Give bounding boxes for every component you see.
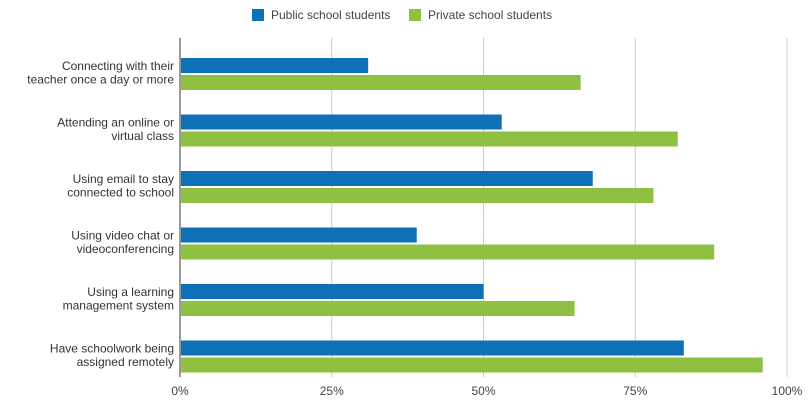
bar-public <box>181 114 502 130</box>
x-tick-label: 100% <box>772 384 803 398</box>
bar-private <box>181 131 678 147</box>
legend-swatch <box>409 9 421 21</box>
bar-public <box>181 340 684 356</box>
x-tick-label: 25% <box>320 384 344 398</box>
x-tick-label: 75% <box>623 384 647 398</box>
bars <box>181 58 763 373</box>
category-label: Connecting with their teacher once a day … <box>27 59 174 87</box>
category-labels: Connecting with their teacher once a day … <box>27 59 174 369</box>
bar-public <box>181 227 417 243</box>
x-tick-label: 50% <box>471 384 495 398</box>
category-label: Attending an online or virtual class <box>57 115 174 143</box>
category-label: Using a learning management system <box>63 285 174 313</box>
bar-private <box>181 244 715 260</box>
category-label: Have schoolwork being assigned remotely <box>50 341 174 369</box>
legend-label: Public school students <box>271 8 390 22</box>
category-label: Using video chat or videoconferencing <box>71 228 174 256</box>
legend: Public school students Private school stu… <box>252 8 552 22</box>
legend-swatch <box>252 9 264 21</box>
x-tick-labels: 0% 25% 50% 75% 100% <box>171 384 802 398</box>
bar-private <box>181 301 575 316</box>
legend-label: Private school students <box>428 8 552 22</box>
bar-private <box>181 188 654 203</box>
bar-public <box>181 284 484 299</box>
bar-private <box>181 75 581 90</box>
bar-public <box>181 171 593 186</box>
gridlines <box>179 38 788 377</box>
x-tick-label: 0% <box>171 384 189 398</box>
bar-private <box>181 357 763 373</box>
bar-public <box>181 58 369 73</box>
category-label: Using email to stay connected to school <box>67 172 174 200</box>
